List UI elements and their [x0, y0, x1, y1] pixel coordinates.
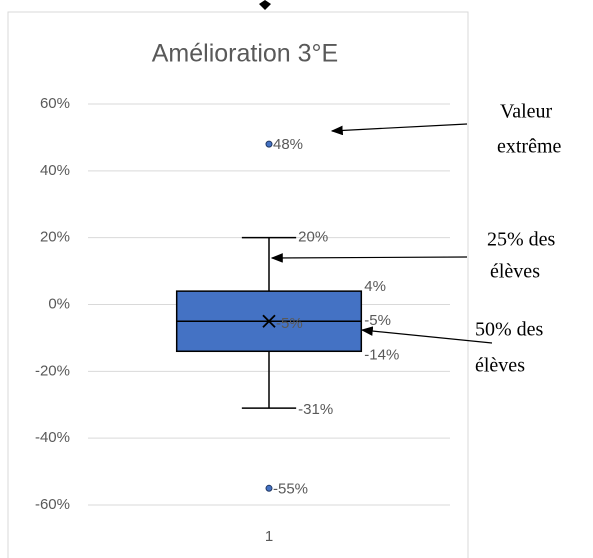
annotation: 50% des	[475, 319, 544, 341]
y-tick-label: -60%	[35, 496, 70, 513]
data-label: -14%	[364, 346, 399, 363]
data-label: -31%	[298, 401, 333, 418]
y-tick-label: -40%	[35, 429, 70, 446]
chart-title: Amélioration 3°E	[152, 40, 338, 68]
arrow	[330, 123, 468, 136]
data-label: 20%	[298, 229, 328, 246]
y-tick-label: 60%	[40, 95, 70, 112]
y-tick-label: 20%	[40, 229, 70, 246]
y-tick-label: 40%	[40, 162, 70, 179]
x-tick-label: 1	[265, 528, 273, 545]
mean-marker	[262, 314, 276, 328]
data-label: -5%	[364, 312, 391, 329]
arrow	[360, 326, 493, 344]
y-tick-label: 0%	[48, 295, 70, 312]
chart-border	[7, 11, 469, 558]
handle	[259, 0, 271, 10]
data-label: 48%	[273, 136, 303, 153]
outlier	[265, 484, 273, 492]
annotation: élèves	[490, 261, 540, 283]
y-tick-label: -20%	[35, 362, 70, 379]
annotation: élèves	[475, 355, 525, 377]
data-label: -5%	[276, 315, 303, 332]
data-label: 4%	[364, 278, 386, 295]
annotation: 25% des	[487, 229, 556, 251]
outlier	[265, 140, 273, 148]
data-label: -55%	[273, 480, 308, 497]
arrow	[270, 253, 468, 263]
annotation: Valeur	[500, 101, 553, 123]
annotation: extrême	[497, 136, 562, 158]
